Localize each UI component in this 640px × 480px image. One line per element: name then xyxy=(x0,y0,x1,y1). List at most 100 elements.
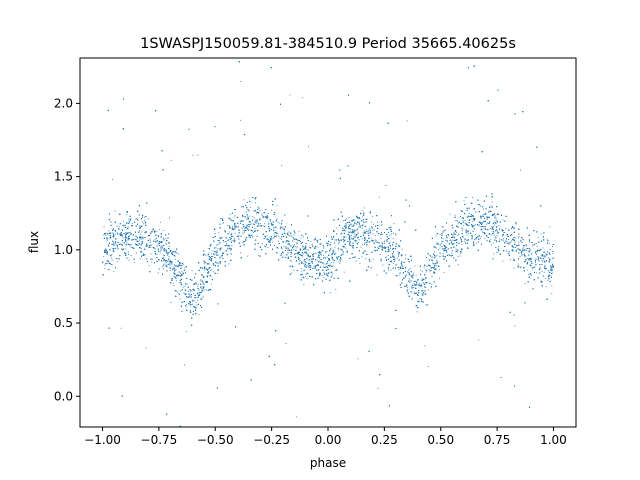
data-point xyxy=(390,246,392,248)
data-point xyxy=(226,244,228,246)
data-point xyxy=(379,254,381,255)
data-point xyxy=(210,283,212,285)
data-point xyxy=(203,269,205,271)
data-point xyxy=(231,245,233,246)
data-point xyxy=(272,241,274,243)
data-point xyxy=(240,119,242,121)
data-point xyxy=(196,293,198,295)
data-point xyxy=(240,81,242,82)
data-point xyxy=(425,293,427,295)
data-point xyxy=(457,264,459,266)
data-point xyxy=(110,257,112,259)
data-point xyxy=(191,303,193,305)
data-point xyxy=(150,253,152,255)
data-point xyxy=(141,221,143,223)
data-point xyxy=(239,252,241,254)
data-point xyxy=(425,304,427,306)
data-point xyxy=(385,240,387,242)
data-point xyxy=(467,232,469,234)
data-point xyxy=(536,245,538,247)
data-point xyxy=(192,154,194,156)
data-point xyxy=(310,258,312,260)
data-point xyxy=(248,234,250,236)
data-point xyxy=(478,339,480,341)
data-point xyxy=(155,253,157,255)
data-point xyxy=(162,230,164,231)
data-point xyxy=(414,291,416,293)
data-point xyxy=(213,263,215,265)
data-point xyxy=(427,366,429,367)
data-point xyxy=(516,249,518,251)
data-point xyxy=(354,220,356,222)
data-point xyxy=(333,262,335,264)
data-point xyxy=(502,240,504,242)
data-point xyxy=(303,284,305,286)
data-point xyxy=(125,248,127,250)
data-point xyxy=(300,237,302,239)
data-point xyxy=(287,243,289,245)
data-point xyxy=(156,253,158,255)
data-point xyxy=(172,251,173,253)
data-point xyxy=(245,211,247,213)
data-point xyxy=(257,221,259,223)
data-point xyxy=(268,223,269,225)
data-point xyxy=(343,271,345,273)
data-point xyxy=(283,230,285,232)
data-point xyxy=(407,271,409,273)
data-point xyxy=(405,254,406,256)
data-point xyxy=(268,222,270,224)
data-point xyxy=(415,274,417,276)
data-point xyxy=(475,234,477,235)
data-point xyxy=(443,271,445,273)
data-point xyxy=(121,248,123,250)
data-point xyxy=(499,238,501,240)
data-point xyxy=(326,256,328,258)
data-point xyxy=(382,233,384,235)
data-point xyxy=(457,256,459,258)
data-point xyxy=(256,235,258,237)
data-point xyxy=(472,226,474,228)
data-point xyxy=(308,146,309,148)
data-point xyxy=(545,261,546,263)
data-point xyxy=(537,236,539,238)
data-point xyxy=(202,274,204,276)
data-point xyxy=(182,273,184,275)
data-point xyxy=(118,213,120,215)
data-point xyxy=(196,304,198,306)
data-point xyxy=(293,269,295,271)
data-point xyxy=(219,263,221,265)
data-point xyxy=(520,252,522,254)
data-point xyxy=(511,250,513,252)
data-point xyxy=(292,266,294,268)
data-point xyxy=(140,238,142,240)
data-point xyxy=(184,267,186,269)
data-point xyxy=(324,257,326,259)
data-point xyxy=(288,231,290,233)
data-point xyxy=(126,228,128,230)
data-point xyxy=(514,241,516,243)
data-point xyxy=(465,231,467,233)
data-point xyxy=(392,252,394,254)
data-point xyxy=(307,265,309,267)
data-point xyxy=(192,299,194,301)
data-point xyxy=(493,253,495,255)
data-point xyxy=(368,228,370,230)
data-point xyxy=(293,249,295,251)
data-point xyxy=(164,249,166,251)
data-point xyxy=(413,293,415,295)
data-point xyxy=(208,252,210,254)
data-point xyxy=(134,261,136,263)
data-point xyxy=(525,260,527,262)
data-point xyxy=(462,225,464,227)
data-point xyxy=(531,244,533,246)
data-point xyxy=(253,217,255,219)
data-point xyxy=(297,253,299,255)
data-point xyxy=(313,265,315,267)
data-point xyxy=(479,237,481,239)
data-point xyxy=(165,261,167,263)
data-point xyxy=(464,240,466,242)
data-point xyxy=(337,247,339,249)
data-point xyxy=(185,293,187,295)
data-point xyxy=(390,261,392,263)
data-point xyxy=(139,230,140,232)
